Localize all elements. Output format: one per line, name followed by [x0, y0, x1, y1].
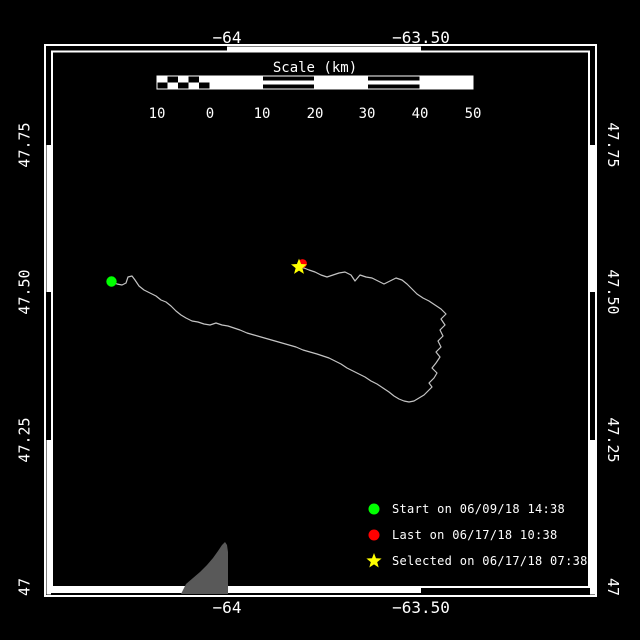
legend-item-start: Start on 06/09/18 14:38 [368, 502, 565, 516]
legend-label-start: Start on 06/09/18 14:38 [392, 502, 565, 516]
axis-labels: −64 −63.50 −64 −63.50 47.75 47.50 47.25 … [15, 28, 622, 617]
right-axis-label-2: 47.50 [604, 269, 622, 314]
top-axis-label-1: −64 [213, 28, 242, 47]
top-axis-label-2: −63.50 [392, 28, 450, 47]
scale-bar: Scale (km) 10 0 10 20 30 40 50 [149, 60, 482, 122]
right-axis-label-1: 47.75 [604, 122, 622, 167]
frame-band-segment [590, 440, 595, 595]
scale-tick-label: 0 [206, 106, 214, 122]
scale-tick-label: 50 [465, 106, 482, 122]
start-legend-icon [368, 503, 380, 515]
scale-bar-outline [156, 75, 474, 90]
scale-tick-label: 10 [149, 106, 166, 122]
scale-checker-cell [199, 76, 210, 83]
scale-stripe [367, 80, 420, 85]
legend-item-last: Last on 06/17/18 10:38 [368, 528, 558, 542]
left-axis-label-2: 47.50 [15, 269, 33, 314]
last-legend-icon [368, 529, 380, 541]
frame-band-segment [46, 588, 422, 594]
land-polygon [181, 542, 228, 594]
frame-band [46, 46, 595, 595]
frame-band-segment [46, 145, 51, 292]
left-axis-label-3: 47.25 [15, 417, 33, 462]
inner-frame [51, 50, 590, 588]
scale-bar-main-section [209, 75, 473, 90]
scale-tick-label: 40 [412, 106, 429, 122]
bottom-axis-label-2: −63.50 [392, 598, 450, 617]
right-axis-label-4: 47 [604, 578, 622, 596]
frame-band-segment [46, 440, 51, 595]
legend-label-selected: Selected on 06/17/18 07:38 [392, 554, 588, 568]
outer-frame [44, 44, 597, 597]
selected-legend-star-icon [366, 553, 382, 568]
bottom-axis-label-1: −64 [213, 598, 242, 617]
scale-checker-cell [157, 76, 168, 83]
legend-item-selected: Selected on 06/17/18 07:38 [366, 553, 587, 568]
frame-band-segment [227, 46, 421, 51]
scale-tick-label: 30 [359, 106, 376, 122]
scale-tick-label: 10 [254, 106, 271, 122]
track-path[interactable] [111, 266, 447, 403]
scale-checker-cell [167, 82, 179, 89]
scale-bar-checker-section [157, 76, 210, 89]
scale-solid-cell [420, 76, 473, 89]
frame-band-segment [590, 145, 595, 292]
scale-solid-cell [209, 76, 263, 89]
start-marker[interactable] [106, 276, 117, 287]
scale-solid-cell [314, 76, 368, 89]
legend: Start on 06/09/18 14:38 Last on 06/17/18… [366, 502, 587, 568]
legend-label-last: Last on 06/17/18 10:38 [392, 528, 558, 542]
scale-tick-label: 20 [307, 106, 324, 122]
right-axis-label-3: 47.25 [604, 417, 622, 462]
left-axis-label-1: 47.75 [15, 122, 33, 167]
scale-checker-cell [178, 76, 189, 83]
selected-marker[interactable] [291, 258, 307, 274]
scale-bar-title: Scale (km) [273, 60, 357, 76]
left-axis-label-4: 47 [15, 578, 33, 596]
scale-checker-cell [188, 82, 200, 89]
scale-stripe [262, 80, 315, 85]
